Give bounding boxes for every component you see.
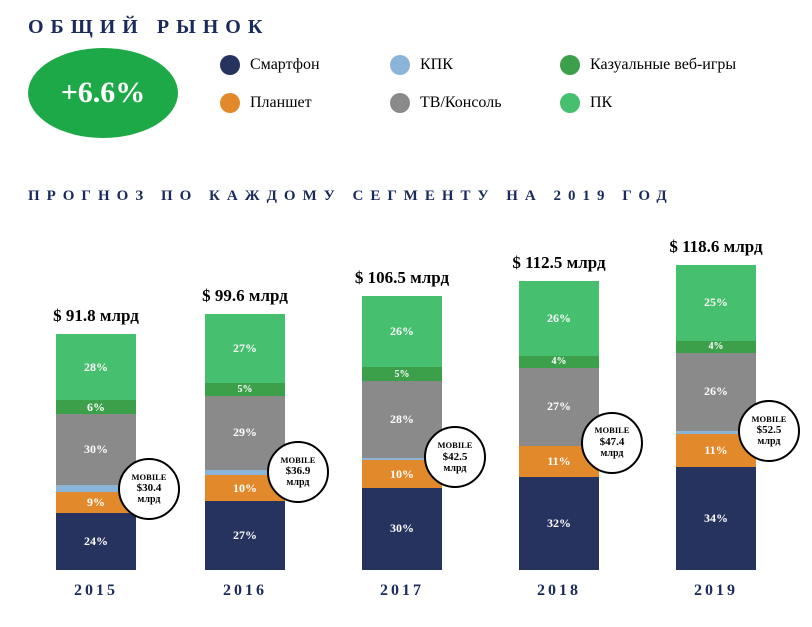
legend-item: ПК — [560, 93, 760, 113]
mobile-callout: MOBILE$42.5млрд — [424, 426, 486, 488]
year-axis-label: 2018 — [499, 582, 619, 600]
mobile-callout: MOBILE$30.4млрд — [118, 458, 180, 520]
legend-label: КПК — [420, 56, 453, 74]
mobile-callout: MOBILE$52.5млрд — [738, 400, 800, 462]
bar-column: 27%10%29%5%27% — [205, 314, 285, 570]
legend-item: Планшет — [220, 93, 390, 113]
year-axis-label: 2015 — [36, 582, 156, 600]
legend-item: КПК — [390, 55, 560, 75]
year-axis-label: 2017 — [342, 582, 462, 600]
legend-color-dot — [390, 93, 410, 113]
bar-segment-pc: 28% — [56, 334, 136, 400]
year-axis-label: 2019 — [656, 582, 776, 600]
bar-segment-casual: 6% — [56, 400, 136, 414]
legend-label: ПК — [590, 94, 612, 112]
bar-segment-pc: 26% — [519, 281, 599, 356]
stacked-bar-chart: $ 91.8 млрд24%9%30%6%28%2015MOBILE$30.4м… — [28, 240, 788, 600]
bar-column: 30%10%28%5%26% — [362, 296, 442, 570]
bar-segment-pc: 26% — [362, 296, 442, 367]
bar-segment-smartphone: 32% — [519, 477, 599, 570]
sub-title: ПРОГНОЗ ПО КАЖДОМУ СЕГМЕНТУ НА 2019 ГОД — [28, 185, 778, 208]
bar-segment-pc: 25% — [676, 265, 756, 340]
bar-segment-smartphone: 30% — [362, 488, 442, 570]
legend-color-dot — [560, 55, 580, 75]
legend-color-dot — [560, 93, 580, 113]
legend-label: ТВ/Консоль — [420, 94, 502, 112]
bar-total-label: $ 112.5 млрд — [479, 253, 639, 273]
bar-segment-smartphone: 34% — [676, 467, 756, 570]
legend-label: Смартфон — [250, 56, 320, 74]
bar-total-label: $ 106.5 млрд — [322, 268, 482, 288]
bar-segment-pc: 27% — [205, 314, 285, 383]
bar-total-label: $ 118.6 млрд — [636, 237, 796, 257]
bar-segment-casual: 4% — [519, 356, 599, 368]
legend-item: ТВ/Консоль — [390, 93, 560, 113]
bar-column: 24%9%30%6%28% — [56, 334, 136, 570]
chart-legend: Смартфон КПК Казуальные веб-игры Планшет ТВ/… — [220, 55, 760, 113]
bar-total-label: $ 99.6 млрд — [165, 286, 325, 306]
year-axis-label: 2016 — [185, 582, 305, 600]
legend-label: Планшет — [250, 94, 312, 112]
growth-badge: +6.6% — [28, 48, 178, 138]
legend-color-dot — [390, 55, 410, 75]
bar-segment-casual: 5% — [205, 383, 285, 396]
legend-item: Казуальные веб-игры — [560, 55, 760, 75]
legend-label: Казуальные веб-игры — [590, 56, 736, 74]
page-title: ОБЩИЙ РЫНОК — [28, 16, 269, 39]
bar-segment-smartphone: 27% — [205, 501, 285, 570]
mobile-callout: MOBILE$36.9млрд — [267, 441, 329, 503]
bar-segment-smartphone: 24% — [56, 513, 136, 570]
legend-item: Смартфон — [220, 55, 390, 75]
bar-total-label: $ 91.8 млрд — [16, 306, 176, 326]
legend-color-dot — [220, 55, 240, 75]
bar-segment-casual: 4% — [676, 341, 756, 353]
bar-segment-casual: 5% — [362, 367, 442, 381]
legend-color-dot — [220, 93, 240, 113]
mobile-callout: MOBILE$47.4млрд — [581, 412, 643, 474]
